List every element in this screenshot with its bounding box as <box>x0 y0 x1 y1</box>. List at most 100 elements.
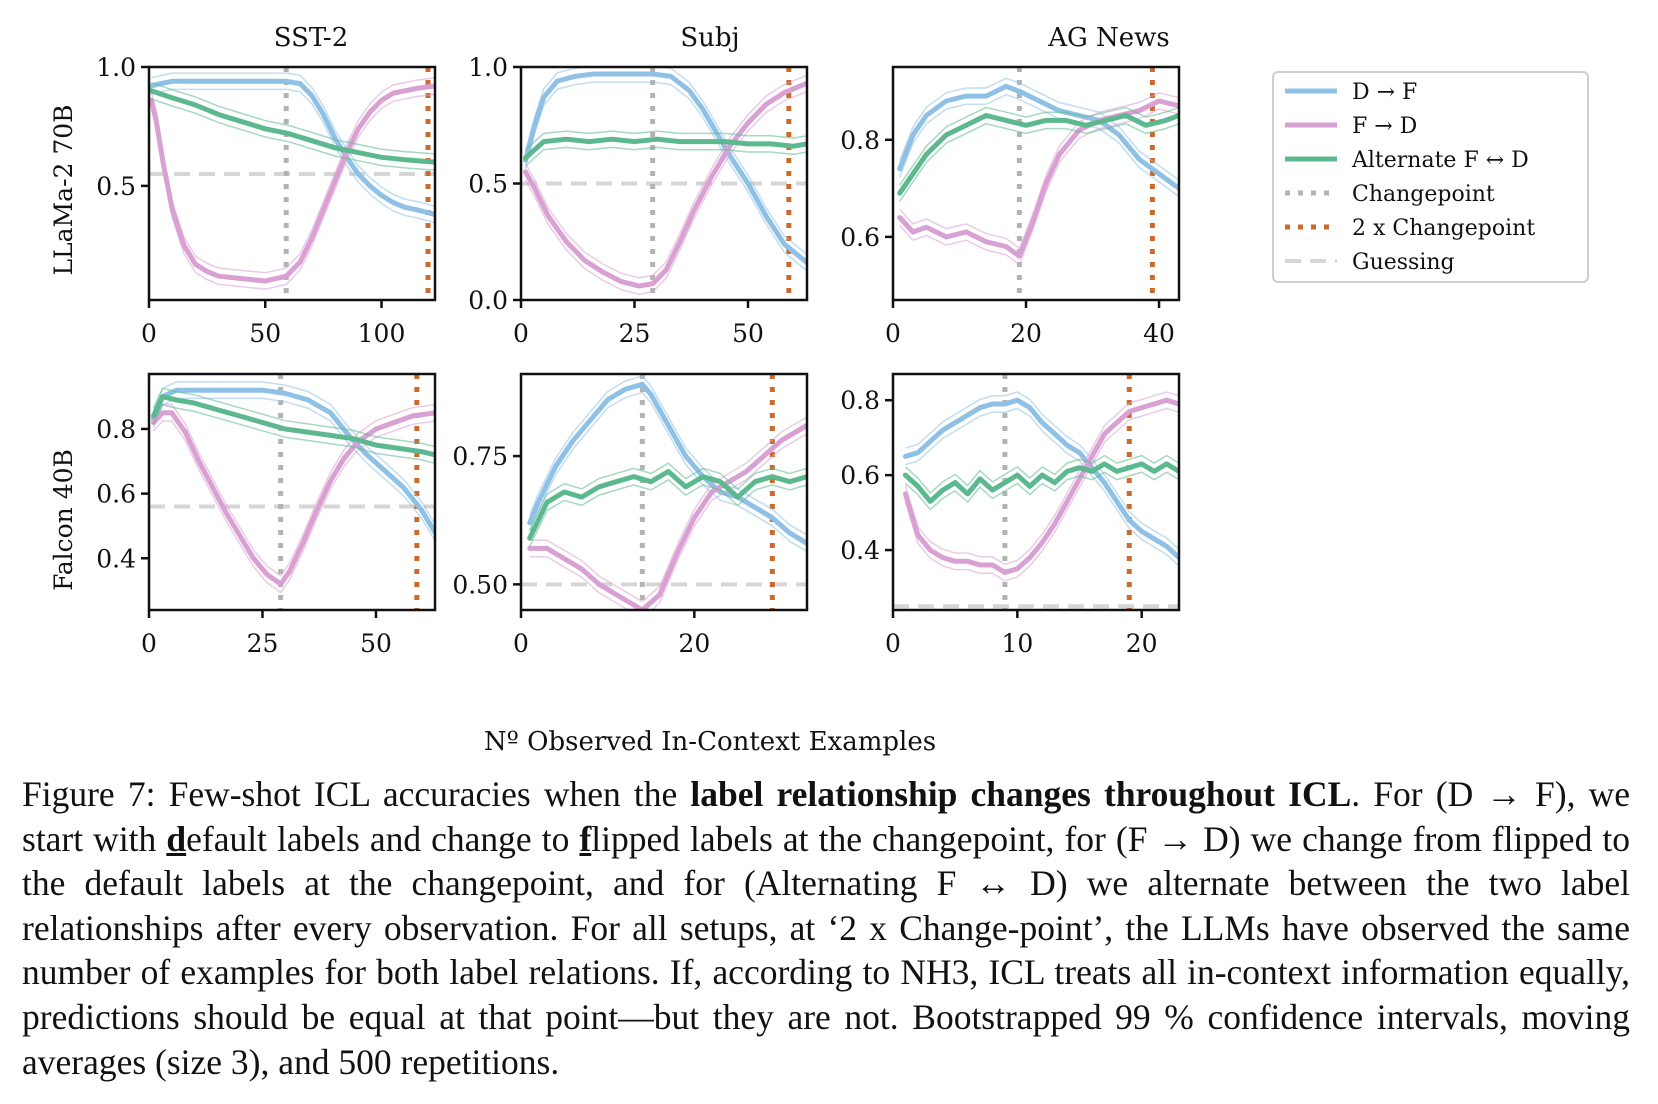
series-f-to-d <box>149 83 435 284</box>
row-label-falcon: Falcon 40B <box>49 449 78 591</box>
x-tick-label: 0 <box>141 629 157 658</box>
y-tick-label: 0.6 <box>840 223 880 252</box>
x-tick-label: 0 <box>141 319 157 348</box>
ci-lower-alternate <box>524 146 807 167</box>
ci-lower-alternate <box>152 404 435 464</box>
series-alternate <box>523 136 807 161</box>
x-tick-label: 0 <box>513 319 529 348</box>
y-tick-label: 0.75 <box>452 442 508 471</box>
legend-label-d-to-f: D → F <box>1352 80 1417 105</box>
panel-frame <box>519 65 809 302</box>
ci-upper-alternate <box>524 130 807 151</box>
series-alternate <box>897 113 1179 196</box>
ci-upper-f-to-d <box>152 403 435 577</box>
x-tick-label: 100 <box>358 319 406 348</box>
panel-plot-area <box>897 67 1179 300</box>
caption-text-2: . For (D → F), we start with <box>22 774 1631 859</box>
series-alternate <box>527 469 807 541</box>
series-f-to-d <box>902 397 1179 575</box>
series-d-to-f <box>527 381 807 546</box>
caption-text-1: Few-shot ICL accuracies when the <box>155 774 691 814</box>
series-f-to-d <box>523 80 807 289</box>
legend-label-changepoint: Changepoint <box>1352 182 1495 207</box>
ci-lower-alternate <box>899 122 1179 202</box>
x-tick-label: 10 <box>1001 629 1033 658</box>
ci-upper-f-to-d <box>899 92 1179 250</box>
caption-text-3: efault labels and change to <box>186 818 580 859</box>
series-alternate <box>151 394 435 458</box>
ci-upper-f-to-d <box>524 74 807 279</box>
ci-upper-d-to-f <box>905 391 1179 550</box>
ci-upper-d-to-f <box>151 72 435 208</box>
ci-upper-d-to-f <box>529 375 807 536</box>
legend-label-guessing: Guessing <box>1352 250 1455 275</box>
y-tick-label: 0.8 <box>840 126 880 155</box>
series-alternate <box>902 461 1179 504</box>
panel-frame <box>519 372 809 612</box>
legend-label-2x-changepoint: 2 x Changepoint <box>1352 216 1535 241</box>
panel-frame <box>147 372 437 612</box>
panel-plot-area <box>893 374 1179 610</box>
ci-lower-d-to-f <box>529 391 807 553</box>
panel-2: 0 25 50 0.0 0.5 1.0 <box>468 53 809 348</box>
y-tick-label: 1.0 <box>468 53 508 82</box>
ci-lower-f-to-d <box>150 93 435 290</box>
ci-lower-d-to-f <box>905 407 1179 567</box>
ci-upper-f-to-d <box>150 77 435 274</box>
ci-upper-alternate <box>529 462 807 531</box>
panel-plot-area <box>521 67 807 300</box>
y-tick-label: 0.0 <box>468 286 508 315</box>
ci-lower-d-to-f <box>899 93 1179 198</box>
col-title-agnews: AG News <box>1047 23 1170 53</box>
ci-lower-d-to-f <box>151 88 435 224</box>
series-d-to-f <box>151 387 435 535</box>
panel-frame <box>891 372 1181 612</box>
caption-text-4: lipped labels at the changepoint, for (F… <box>22 818 1630 1082</box>
x-tick-label: 0 <box>885 629 901 658</box>
ci-upper-alternate <box>899 106 1179 186</box>
ci-lower-alternate <box>529 478 807 547</box>
series-d-to-f <box>523 71 807 266</box>
row-label-llama: LLaMa-2 70B <box>49 104 78 275</box>
y-tick-label: 0.8 <box>840 386 880 415</box>
ci-lower-f-to-d <box>529 432 807 610</box>
caption-underlined-d: d <box>166 818 187 859</box>
legend-label-alternate: Alternate F ↔ D <box>1351 148 1529 173</box>
ci-lower-f-to-d <box>904 407 1179 582</box>
ci-upper-f-to-d <box>529 416 807 603</box>
legend-label-f-to-d: F → D <box>1352 114 1417 139</box>
col-title-subj: Subj <box>680 23 739 53</box>
series-d-to-f <box>902 397 1179 561</box>
y-tick-label: 0.5 <box>468 170 508 199</box>
panel-6: 0 10 20 0.4 0.6 0.8 <box>840 372 1181 658</box>
x-tick-label: 25 <box>247 629 279 658</box>
y-tick-label: 0.4 <box>96 544 136 573</box>
x-tick-label: 40 <box>1143 319 1175 348</box>
x-tick-label: 20 <box>1010 319 1042 348</box>
ci-lower-alternate <box>151 98 435 172</box>
panel-frame <box>147 65 437 302</box>
legend-frame <box>1272 71 1589 283</box>
panel-plot-area <box>521 374 807 610</box>
series-d-to-f <box>149 78 435 217</box>
series-f-to-d <box>151 410 435 587</box>
ci-lower-d-to-f <box>524 81 807 272</box>
y-tick-label: 0.6 <box>96 480 136 509</box>
ci-upper-d-to-f <box>152 381 435 525</box>
x-tick-label: 0 <box>513 629 529 658</box>
series-f-to-d <box>527 422 807 610</box>
ci-upper-alternate <box>904 454 1179 495</box>
caption-underlined-f: f <box>579 818 592 859</box>
x-tick-label: 0 <box>885 319 901 348</box>
panel-plot-area <box>149 67 435 300</box>
legend: D → F F → D Alternate F ↔ D Changepoint … <box>1272 71 1589 283</box>
caption-bold-phrase: label relationship changes throughout IC… <box>690 774 1352 814</box>
figure-caption: Figure 7: Few-shot ICL accuracies when t… <box>22 772 1630 1084</box>
col-title-sst2: SST-2 <box>274 23 348 53</box>
panel-1: 0 50 100 0.5 1.0 <box>96 53 437 348</box>
x-tick-label: 50 <box>732 319 764 348</box>
y-tick-label: 0.50 <box>452 570 508 599</box>
y-tick-label: 0.6 <box>840 461 880 490</box>
caption-figure-label: Figure 7: <box>22 774 156 814</box>
